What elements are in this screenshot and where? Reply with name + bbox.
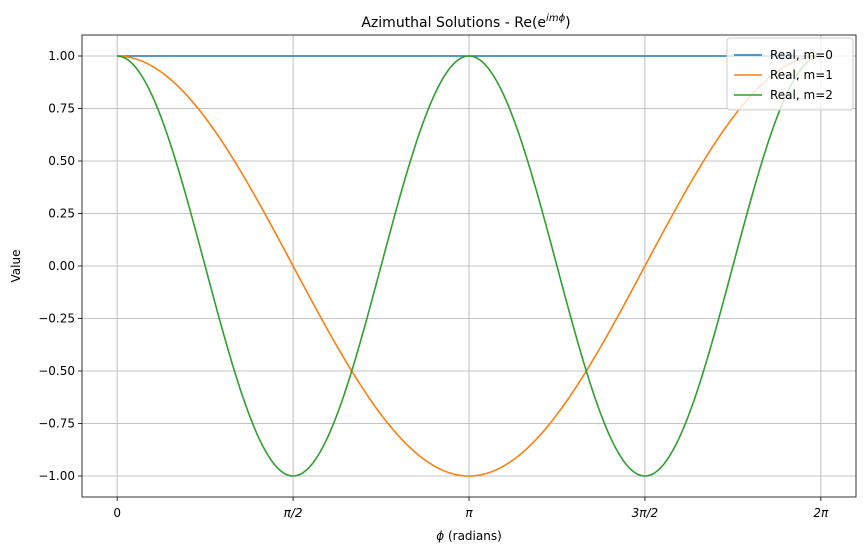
y-tick-label: 1.00 bbox=[48, 49, 75, 63]
chart-title: Azimuthal Solutions - Re(eimϕ) bbox=[361, 13, 570, 31]
legend-box bbox=[726, 37, 854, 111]
x-tick-label: 2π bbox=[813, 506, 829, 520]
y-tick-label: −0.50 bbox=[38, 364, 75, 378]
legend-label: Real, m=1 bbox=[770, 68, 833, 82]
y-tick-label: −0.75 bbox=[38, 417, 75, 431]
y-tick-label: 0.75 bbox=[48, 102, 75, 116]
legend-label: Real, m=0 bbox=[770, 48, 833, 62]
x-tick-label: π bbox=[465, 506, 473, 520]
legend: Real, m=0 Real, m=1 Real, m=2 bbox=[726, 37, 854, 111]
x-axis-ticks: 0 π/2 π 3π/2 2π bbox=[113, 497, 829, 520]
series-line-m1 bbox=[117, 55, 821, 477]
series-lines bbox=[117, 55, 821, 477]
y-tick-label: 0.50 bbox=[48, 154, 75, 168]
y-tick-label: 0.00 bbox=[48, 259, 75, 273]
x-tick-label: 3π/2 bbox=[632, 506, 659, 520]
y-axis-label: Value bbox=[9, 250, 23, 283]
y-tick-label: −0.25 bbox=[38, 312, 75, 326]
x-tick-label: 0 bbox=[113, 506, 121, 520]
x-tick-label: π/2 bbox=[284, 506, 303, 520]
y-tick-label: −1.00 bbox=[38, 469, 75, 483]
y-tick-label: 0.25 bbox=[48, 207, 75, 221]
legend-label: Real, m=2 bbox=[770, 88, 833, 102]
y-axis-ticks: 1.00 0.75 0.50 0.25 0.00 −0.25 −0.50 −0.75 −1.00 bbox=[38, 49, 82, 483]
x-axis-label: ϕ (radians) bbox=[436, 529, 502, 543]
series-line-m2 bbox=[117, 55, 821, 477]
